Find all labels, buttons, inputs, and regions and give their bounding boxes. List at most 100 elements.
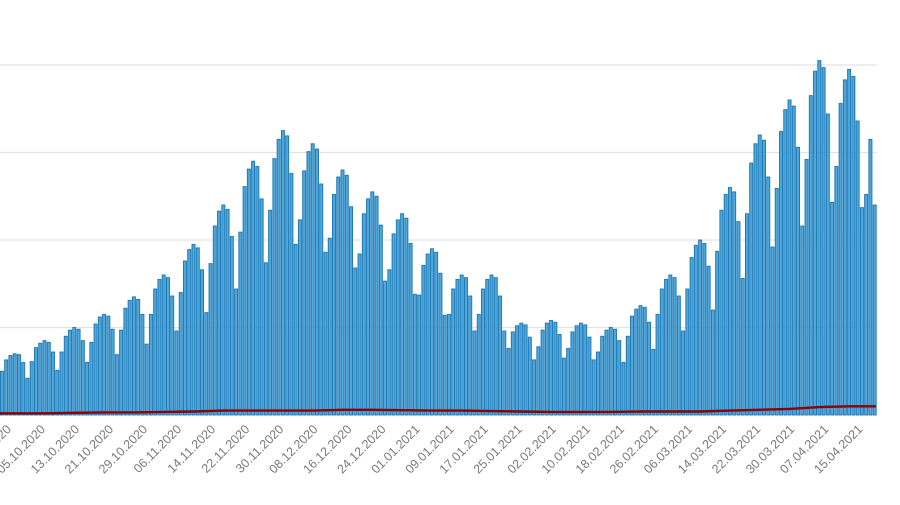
bar: [42, 340, 47, 416]
bar: [796, 146, 801, 416]
bar: [8, 355, 13, 416]
bar: [353, 267, 358, 416]
bar: [412, 293, 417, 416]
bar: [276, 138, 281, 416]
bar: [93, 323, 98, 416]
bar: [446, 313, 451, 416]
bar: [89, 341, 94, 416]
bar: [161, 274, 166, 416]
bar: [693, 244, 698, 416]
bar: [136, 299, 141, 416]
bar: [523, 324, 528, 416]
bar: [263, 262, 268, 416]
bar: [144, 343, 149, 416]
bar-series: [0, 60, 877, 416]
bar: [655, 313, 660, 416]
bar: [685, 288, 690, 416]
bar: [817, 60, 822, 416]
bar: [774, 187, 779, 416]
bar: [119, 329, 124, 416]
bar: [429, 248, 434, 416]
bar: [719, 209, 724, 416]
bar: [638, 305, 643, 416]
bar: [825, 113, 830, 416]
bar: [157, 278, 162, 416]
bar: [583, 324, 588, 416]
bar: [127, 299, 132, 416]
bar: [408, 243, 413, 416]
bar: [468, 295, 473, 416]
bar: [591, 359, 596, 416]
bar: [4, 359, 9, 416]
bar: [698, 239, 703, 416]
bar: [493, 277, 498, 416]
bar: [404, 217, 409, 416]
bar: [455, 278, 460, 416]
bar: [532, 359, 537, 416]
bar: [374, 195, 379, 416]
bar: [400, 213, 405, 416]
bar: [148, 313, 153, 416]
bar: [821, 67, 826, 416]
bar: [38, 342, 43, 416]
bar: [485, 278, 490, 416]
bar: [472, 330, 477, 416]
bar: [736, 221, 741, 416]
bar: [727, 187, 732, 416]
bar: [16, 354, 21, 416]
bar: [123, 307, 128, 416]
bar: [229, 236, 234, 416]
bar: [578, 322, 583, 416]
bar: [757, 134, 762, 416]
bar: [574, 325, 579, 416]
bar: [502, 330, 507, 416]
bar: [289, 173, 294, 416]
bar: [178, 292, 183, 416]
bar: [68, 329, 73, 416]
bar: [170, 295, 175, 416]
bar: [293, 243, 298, 416]
bar: [808, 95, 813, 416]
bar: [46, 341, 51, 416]
bar: [813, 70, 818, 416]
bar: [221, 204, 226, 416]
bar: [489, 274, 494, 416]
bar: [59, 351, 64, 416]
bar: [204, 312, 209, 416]
bar: [608, 327, 613, 416]
bar: [225, 208, 230, 416]
bar: [587, 336, 592, 416]
bar: [63, 335, 68, 416]
bar: [647, 321, 652, 416]
bar: [617, 340, 622, 416]
bar: [242, 186, 247, 416]
bar: [366, 198, 371, 416]
bar: [280, 130, 285, 416]
x-axis-tick-labels: 27.09.202005.10.202013.10.202021.10.2020…: [0, 422, 865, 476]
bar: [787, 99, 792, 416]
bar: [459, 274, 464, 416]
bar: [361, 213, 366, 416]
bar: [387, 269, 392, 416]
bar: [549, 320, 554, 416]
bar: [310, 143, 315, 416]
bar: [779, 131, 783, 416]
bar: [251, 160, 256, 416]
bar: [102, 313, 107, 416]
bar: [72, 327, 77, 416]
bar: [336, 176, 341, 416]
bar: [195, 247, 200, 416]
bar: [332, 194, 336, 416]
bar: [519, 322, 524, 416]
bar: [421, 264, 426, 416]
bar: [340, 169, 345, 416]
bar: [259, 198, 264, 416]
bar: [481, 288, 485, 416]
bar: [417, 294, 422, 416]
bar: [749, 162, 754, 416]
bar: [612, 328, 617, 416]
bar: [557, 334, 562, 416]
bar: [830, 201, 835, 416]
bar: [76, 328, 81, 416]
bar: [544, 322, 549, 416]
